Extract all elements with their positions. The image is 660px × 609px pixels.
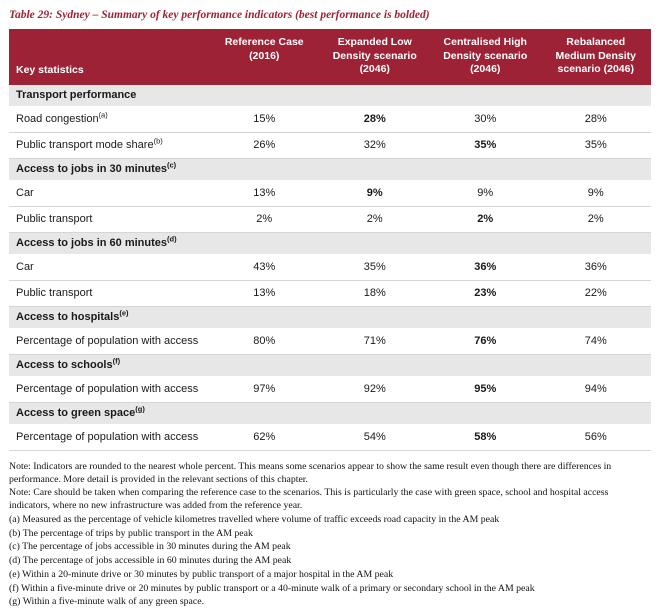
section-row-transport-performance: Transport performance — [9, 84, 651, 107]
value-cell: 2% — [319, 206, 430, 233]
footnote-marker: (f) — [112, 356, 121, 366]
value-cell: 35% — [430, 132, 541, 159]
value-cell: 94% — [540, 376, 651, 403]
section-label: Access to jobs in 60 minutes(d) — [9, 232, 651, 255]
value-cell: 74% — [540, 328, 651, 355]
value-cell: 15% — [209, 106, 320, 133]
value-cell: 35% — [540, 132, 651, 159]
value-cell: 36% — [430, 254, 541, 281]
header-row: Key statistics Reference Case (2016) Exp… — [9, 29, 651, 85]
table-row-jobs30-public-transport: Public transport 2% 2% 2% 2% — [9, 206, 651, 233]
column-header-expanded-low-density: Expanded Low Density scenario (2046) — [319, 29, 430, 85]
footnote-marker: (d) — [167, 234, 177, 244]
table-row-jobs60-public-transport: Public transport 13% 18% 23% 22% — [9, 280, 651, 307]
value-cell: 13% — [209, 280, 320, 307]
row-label: Public transport mode share(b) — [9, 132, 209, 159]
footnote-marker: (e) — [119, 308, 129, 318]
value-cell: 95% — [430, 376, 541, 403]
section-label: Access to hospitals(e) — [9, 306, 651, 329]
column-header-reference-case: Reference Case (2016) — [209, 29, 320, 85]
value-cell: 62% — [209, 424, 320, 451]
value-cell: 43% — [209, 254, 320, 281]
row-label: Percentage of population with access — [9, 376, 209, 403]
value-cell: 80% — [209, 328, 320, 355]
value-cell: 9% — [319, 180, 430, 207]
footnote-d: (d) The percentage of jobs accessible in… — [9, 555, 292, 567]
value-cell: 28% — [319, 106, 430, 133]
kpi-table: Key statistics Reference Case (2016) Exp… — [9, 29, 651, 451]
footnote-marker: (g) — [135, 404, 145, 414]
table-row-schools-access: Percentage of population with access 97%… — [9, 376, 651, 403]
value-cell: 26% — [209, 132, 320, 159]
column-header-key-statistics: Key statistics — [9, 29, 209, 85]
footnote-a: (a) Measured as the percentage of vehicl… — [9, 513, 500, 525]
footnote-marker: (a) — [98, 110, 108, 120]
value-cell: 35% — [319, 254, 430, 281]
value-cell: 9% — [430, 180, 541, 207]
footnote-e: (e) Within a 20-minute drive or 30 minut… — [9, 568, 394, 580]
section-label: Transport performance — [9, 84, 651, 107]
value-cell: 71% — [319, 328, 430, 355]
value-cell: 13% — [209, 180, 320, 207]
row-label: Public transport — [9, 206, 209, 233]
section-row-access-green-space: Access to green space(g) — [9, 402, 651, 425]
value-cell: 2% — [430, 206, 541, 233]
row-label: Car — [9, 180, 209, 207]
note-rounding: Note: Indicators are rounded to the near… — [9, 460, 612, 485]
section-label: Access to jobs in 30 minutes(c) — [9, 158, 651, 181]
column-header-rebalanced-medium-density: Rebalanced Medium Density scenario (2046… — [540, 29, 651, 85]
table-row-public-transport-mode-share: Public transport mode share(b) 26% 32% 3… — [9, 132, 651, 159]
column-header-centralised-high-density: Centralised High Density scenario (2046) — [430, 29, 541, 85]
value-cell: 97% — [209, 376, 320, 403]
footnote-f: (f) Within a five-minute drive or 20 min… — [9, 582, 535, 594]
value-cell: 22% — [540, 280, 651, 307]
footnote-c: (c) The percentage of jobs accessible in… — [9, 541, 291, 553]
table-row-jobs30-car: Car 13% 9% 9% 9% — [9, 180, 651, 207]
table-row-hospitals-access: Percentage of population with access 80%… — [9, 328, 651, 355]
value-cell: 30% — [430, 106, 541, 133]
table-row-jobs60-car: Car 43% 35% 36% 36% — [9, 254, 651, 281]
value-cell: 28% — [540, 106, 651, 133]
value-cell: 36% — [540, 254, 651, 281]
note-comparison-care: Note: Care should be taken when comparin… — [9, 487, 609, 512]
row-label: Car — [9, 254, 209, 281]
section-label: Access to schools(f) — [9, 354, 651, 377]
section-row-access-hospitals: Access to hospitals(e) — [9, 306, 651, 329]
table-title: Table 29: Sydney – Summary of key perfor… — [9, 9, 430, 21]
value-cell: 92% — [319, 376, 430, 403]
table-header: Key statistics Reference Case (2016) Exp… — [9, 29, 651, 85]
table-row-green-space-access: Percentage of population with access 62%… — [9, 424, 651, 451]
section-row-access-schools: Access to schools(f) — [9, 354, 651, 377]
footnote-b: (b) The percentage of trips by public tr… — [9, 527, 253, 539]
value-cell: 18% — [319, 280, 430, 307]
footnote-marker: (b) — [153, 136, 163, 146]
section-row-jobs-60-minutes: Access to jobs in 60 minutes(d) — [9, 232, 651, 255]
table-body: Transport performance Road congestion(a)… — [9, 84, 651, 451]
value-cell: 23% — [430, 280, 541, 307]
value-cell: 76% — [430, 328, 541, 355]
value-cell: 58% — [430, 424, 541, 451]
value-cell: 9% — [540, 180, 651, 207]
value-cell: 54% — [319, 424, 430, 451]
value-cell: 2% — [209, 206, 320, 233]
value-cell: 32% — [319, 132, 430, 159]
row-label: Road congestion(a) — [9, 106, 209, 133]
footnote-marker: (c) — [167, 160, 177, 170]
row-label: Percentage of population with access — [9, 328, 209, 355]
section-row-jobs-30-minutes: Access to jobs in 30 minutes(c) — [9, 158, 651, 181]
value-cell: 56% — [540, 424, 651, 451]
row-label: Public transport — [9, 280, 209, 307]
row-label: Percentage of population with access — [9, 424, 209, 451]
footnotes: Note: Indicators are rounded to the near… — [9, 461, 651, 609]
section-label: Access to green space(g) — [9, 402, 651, 425]
footnote-g: (g) Within a five-minute walk of any gre… — [9, 596, 205, 608]
value-cell: 2% — [540, 206, 651, 233]
table-row-road-congestion: Road congestion(a) 15% 28% 30% 28% — [9, 106, 651, 133]
